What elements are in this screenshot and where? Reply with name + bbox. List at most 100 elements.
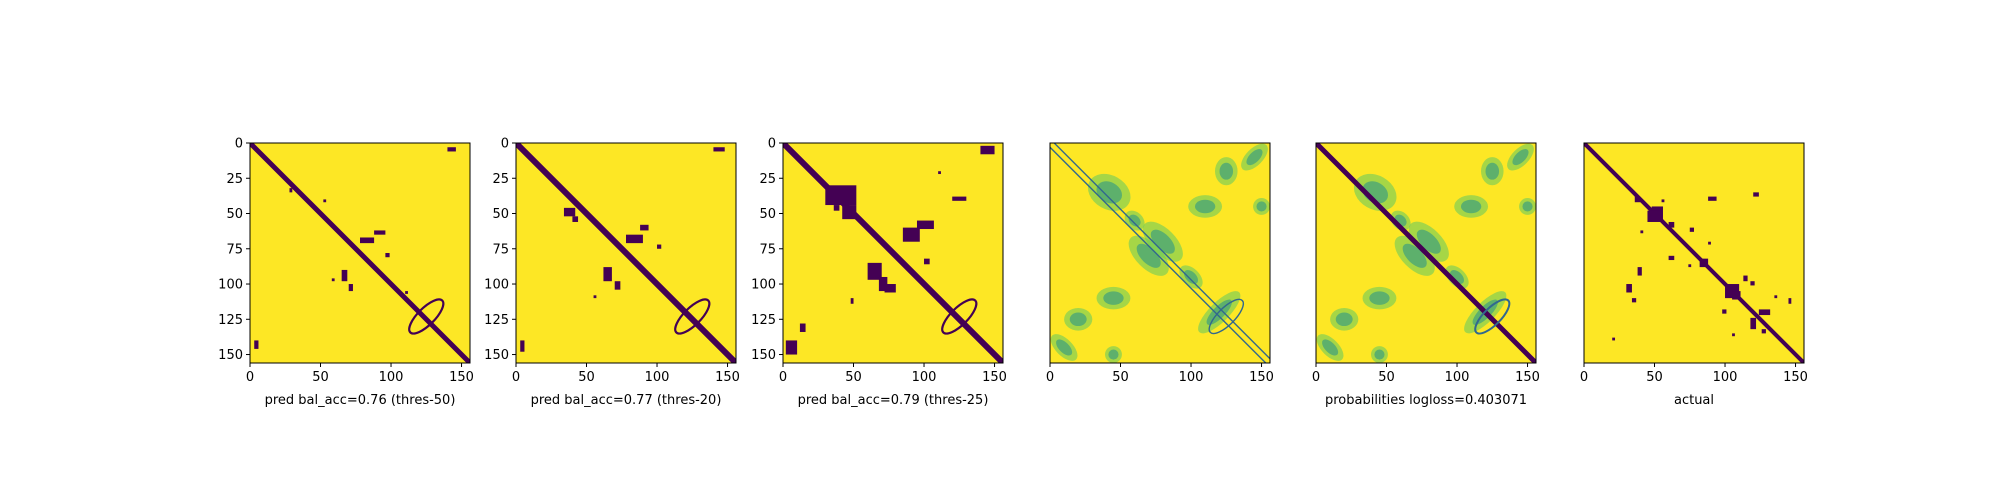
predicted-contact-6 bbox=[713, 147, 725, 152]
predicted-contact-0 bbox=[825, 185, 857, 206]
heatmap-cells bbox=[1584, 143, 1804, 363]
predicted-contact-5 bbox=[447, 147, 456, 152]
actual-contact-27 bbox=[1708, 241, 1711, 245]
axes-frame bbox=[515, 142, 737, 364]
predicted-contact-1 bbox=[640, 224, 649, 231]
actual-contact-25 bbox=[1640, 230, 1644, 234]
predicted-contact-1 bbox=[374, 230, 386, 235]
actual-contact-22 bbox=[1661, 199, 1665, 203]
x-tick-label: 150 bbox=[715, 370, 740, 385]
prob-core-10 bbox=[1184, 269, 1199, 284]
predicted-contact-5 bbox=[878, 276, 888, 292]
y-tick-label: 100 bbox=[751, 278, 776, 293]
y-tick-label: 50 bbox=[759, 207, 776, 222]
predicted-contact-5 bbox=[572, 216, 579, 222]
predicted-contact-3 bbox=[614, 281, 621, 290]
predicted-contact-0 bbox=[626, 234, 643, 244]
heatmap-svg: 0 50 100 150 bbox=[1046, 142, 1274, 385]
predicted-contact-7 bbox=[289, 188, 293, 193]
heatmap-panel-2: 0 50 100 150 0 25 50 75 100 125 150 bbox=[484, 137, 740, 386]
prob-core-2 bbox=[1136, 243, 1161, 268]
y-tick-label: 75 bbox=[226, 242, 243, 257]
actual-contact-3 bbox=[1668, 221, 1675, 228]
y-tick-label: 125 bbox=[751, 313, 776, 328]
actual-contact-12 bbox=[1631, 298, 1637, 303]
actual-contact-17 bbox=[1722, 309, 1727, 314]
predicted-contact-10 bbox=[331, 278, 335, 282]
predicted-contact-6 bbox=[884, 284, 896, 293]
xlabel-panel-2: pred bal_acc=0.77 (thres-20) bbox=[530, 393, 722, 408]
y-tick-label: 0 bbox=[235, 137, 243, 152]
y-tick-label: 75 bbox=[492, 242, 509, 257]
prob-core-1 bbox=[1416, 229, 1441, 254]
x-tick-label: 150 bbox=[449, 370, 474, 385]
y-tick-label: 25 bbox=[226, 172, 243, 187]
x-tick-label: 100 bbox=[379, 370, 404, 385]
prob-core-1 bbox=[1150, 229, 1175, 254]
y-tick-label: 125 bbox=[218, 313, 243, 328]
y-tick-label: 0 bbox=[501, 137, 509, 152]
predicted-contact-9 bbox=[952, 196, 967, 201]
xlabel-panel-5: probabilities logloss=0.403071 bbox=[1324, 393, 1528, 408]
x-tick-label: 100 bbox=[1713, 370, 1738, 385]
prob-core-9 bbox=[1069, 312, 1087, 327]
x-tick-label: 0 bbox=[1312, 370, 1320, 385]
heatmap-cells bbox=[783, 143, 1003, 363]
heatmap-cells bbox=[1316, 143, 1536, 363]
actual-contact-21 bbox=[1612, 337, 1616, 341]
axes-frame bbox=[1583, 142, 1805, 364]
actual-contact-2 bbox=[1634, 196, 1641, 203]
predicted-contact-14 bbox=[833, 205, 840, 211]
y-tick-label: 0 bbox=[768, 137, 776, 152]
x-tick-label: 50 bbox=[1112, 370, 1129, 385]
predicted-contact-3 bbox=[348, 284, 353, 292]
predicted-contact-13 bbox=[924, 258, 930, 265]
prob-core-0 bbox=[1096, 181, 1123, 204]
y-tick-label: 75 bbox=[759, 242, 776, 257]
x-tick-label: 50 bbox=[578, 370, 595, 385]
actual-contact-5 bbox=[1637, 267, 1642, 276]
main-diagonal bbox=[250, 143, 470, 363]
prob-core-4 bbox=[1103, 291, 1124, 305]
hairpin-loop bbox=[674, 298, 711, 335]
prob-core-8 bbox=[1485, 162, 1500, 180]
prob-core-6 bbox=[1246, 149, 1263, 166]
x-tick-label: 150 bbox=[982, 370, 1007, 385]
hairpin-loop bbox=[941, 298, 978, 335]
axes-frame bbox=[1049, 142, 1271, 364]
heatmap-cells bbox=[250, 143, 470, 363]
actual-contact-20 bbox=[1774, 295, 1778, 299]
predicted-contact-2 bbox=[603, 267, 612, 282]
hairpin-loop bbox=[1474, 298, 1511, 335]
y-tick-label: 100 bbox=[484, 278, 509, 293]
heatmap-panel-6: 0 50 100 150 bbox=[1580, 142, 1808, 385]
y-tick-label: 150 bbox=[484, 348, 509, 363]
axes-frame bbox=[249, 142, 471, 364]
x-tick-label: 100 bbox=[1445, 370, 1470, 385]
x-tick-label: 0 bbox=[512, 370, 520, 385]
actual-contact-19 bbox=[1732, 333, 1735, 337]
prob-core-11 bbox=[1128, 214, 1141, 227]
x-tick-label: 50 bbox=[1378, 370, 1395, 385]
actual-contact-10 bbox=[1758, 309, 1771, 316]
actual-contact-18 bbox=[1750, 281, 1755, 286]
predicted-contact-4 bbox=[867, 262, 882, 280]
x-tick-label: 0 bbox=[1580, 370, 1588, 385]
actual-contact-24 bbox=[1688, 264, 1692, 268]
heatmap-panel-1: 0 50 100 150 0 25 50 75 100 125 150 bbox=[218, 137, 474, 386]
x-tick-label: 0 bbox=[1046, 370, 1054, 385]
y-tick-label: 100 bbox=[218, 278, 243, 293]
heatmap-cells bbox=[1050, 143, 1270, 363]
y-tick-label: 25 bbox=[492, 172, 509, 187]
x-tick-label: 100 bbox=[1179, 370, 1204, 385]
predicted-contact-4 bbox=[563, 207, 576, 217]
actual-contact-14 bbox=[1689, 227, 1694, 232]
main-diagonal bbox=[783, 143, 1003, 363]
predicted-contact-8 bbox=[323, 199, 327, 203]
y-tick-label: 50 bbox=[492, 207, 509, 222]
predicted-contact-9 bbox=[405, 291, 408, 294]
predicted-contact-12 bbox=[850, 298, 854, 304]
